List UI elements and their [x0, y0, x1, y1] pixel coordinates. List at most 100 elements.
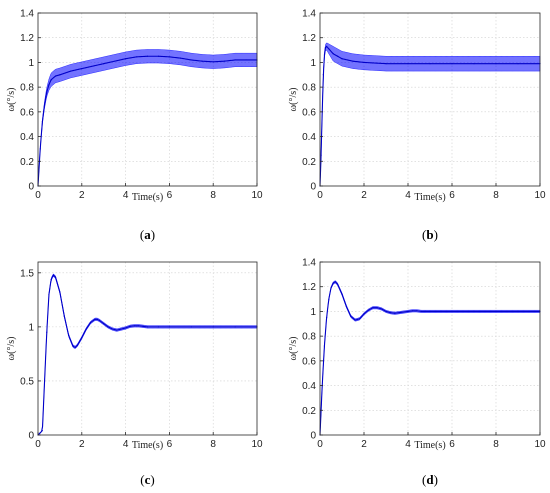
data-point	[133, 325, 135, 327]
data-point	[43, 380, 46, 382]
data-point	[41, 430, 43, 432]
data-point	[352, 60, 354, 62]
y-tick-label: 0.2	[20, 157, 34, 168]
data-point	[326, 45, 328, 47]
data-point	[68, 334, 70, 337]
y-tick-label: 1.4	[20, 9, 34, 20]
data-point	[54, 276, 57, 278]
data-point	[341, 58, 343, 60]
x-tick-label: 8	[493, 190, 499, 201]
data-point	[337, 55, 339, 57]
data-point	[323, 345, 325, 347]
data-point	[72, 345, 74, 347]
data-point	[326, 317, 328, 319]
y-axis-label: ω(°/s)	[288, 88, 299, 112]
data-point	[129, 325, 131, 327]
panel-caption: (d)	[422, 472, 438, 487]
data-point	[41, 121, 43, 123]
data-point	[245, 59, 247, 61]
chart-panel-d: 0 2 4 6 8 10 0 0.2 0.4 0.6 0.8 1 1.2 1.4 Time(s) ω(°/s)…	[288, 258, 546, 488]
panel-caption: (b)	[422, 227, 438, 242]
data-point	[212, 326, 214, 328]
data-point	[59, 291, 61, 293]
data-point	[429, 310, 431, 313]
y-tick-label: 0	[310, 182, 316, 193]
x-axis-label: Time(s)	[132, 440, 163, 451]
data-point	[138, 325, 140, 327]
data-point	[334, 281, 336, 283]
data-point	[223, 60, 225, 62]
panel-caption-letter: c	[145, 472, 151, 487]
y-tick-label: 0.8	[302, 83, 316, 94]
x-tick-label: 6	[167, 439, 173, 450]
chart-panel-c: 0 2 4 6 8 10 0 0.5 1 1.5 Time(s) ω(°/s) (c)	[6, 261, 263, 487]
y-tick-label: 0.2	[302, 157, 316, 168]
data-point	[328, 298, 330, 300]
data-point	[103, 63, 105, 65]
data-point	[473, 310, 475, 313]
data-point	[495, 310, 497, 313]
x-tick-label: 2	[79, 439, 85, 450]
data-point	[420, 310, 422, 313]
data-point	[59, 74, 61, 76]
plot-area	[38, 13, 257, 186]
data-point	[39, 432, 41, 434]
x-axis-label: Time(s)	[414, 192, 445, 203]
data-point	[389, 312, 391, 314]
x-tick-label: 2	[79, 190, 85, 201]
y-tick-label: 0	[28, 431, 34, 442]
axes-frame	[319, 261, 541, 436]
x-tick-label: 2	[361, 439, 367, 450]
data-point	[76, 344, 79, 346]
panel-caption-letter: b	[426, 227, 433, 242]
plot-area	[38, 262, 257, 435]
data-point	[48, 84, 50, 86]
data-point	[120, 328, 122, 330]
x-tick-label: 8	[210, 439, 216, 450]
data-point	[70, 70, 72, 72]
y-tick-label: 0.5	[20, 376, 34, 387]
x-tick-label: 4	[405, 439, 411, 450]
data-point	[190, 326, 192, 328]
y-tick-label: 1	[310, 58, 316, 69]
x-tick-label: 4	[123, 190, 129, 201]
y-axis-label: ω(°/s)	[288, 337, 299, 361]
x-tick-label: 0	[35, 439, 41, 450]
data-point	[320, 154, 322, 156]
data-point	[330, 287, 332, 289]
axes-frame	[319, 12, 541, 187]
panel-caption-letter: d	[426, 472, 434, 487]
data-point	[46, 91, 48, 93]
data-point	[354, 319, 356, 321]
data-point	[323, 54, 325, 56]
data-point	[96, 318, 98, 320]
y-axis-label: ω(°/s)	[6, 337, 17, 361]
plot-area	[320, 262, 540, 435]
x-tick-label: 10	[251, 439, 263, 450]
y-tick-label: 0.4	[20, 132, 34, 143]
data-point	[473, 63, 475, 65]
x-axis-label: Time(s)	[132, 192, 163, 203]
y-tick-label: 0.8	[302, 332, 316, 343]
y-tick-label: 0	[310, 431, 316, 442]
x-tick-label: 10	[534, 439, 546, 450]
y-tick-label: 1.5	[20, 268, 34, 279]
data-point	[48, 293, 50, 296]
data-point	[234, 59, 236, 61]
y-tick-label: 0.6	[302, 356, 316, 367]
axes-frame	[37, 12, 258, 187]
x-tick-label: 6	[167, 190, 173, 201]
data-point	[234, 326, 236, 328]
x-axis-label: Time(s)	[414, 440, 445, 451]
data-point	[407, 63, 409, 65]
data-point	[39, 148, 41, 150]
data-point	[403, 311, 405, 313]
x-tick-label: 8	[493, 439, 499, 450]
data-point	[416, 310, 418, 312]
x-tick-label: 6	[449, 439, 455, 450]
data-point	[168, 56, 170, 58]
y-tick-label: 1.4	[302, 258, 316, 269]
data-point	[116, 329, 118, 331]
data-point	[85, 328, 87, 330]
